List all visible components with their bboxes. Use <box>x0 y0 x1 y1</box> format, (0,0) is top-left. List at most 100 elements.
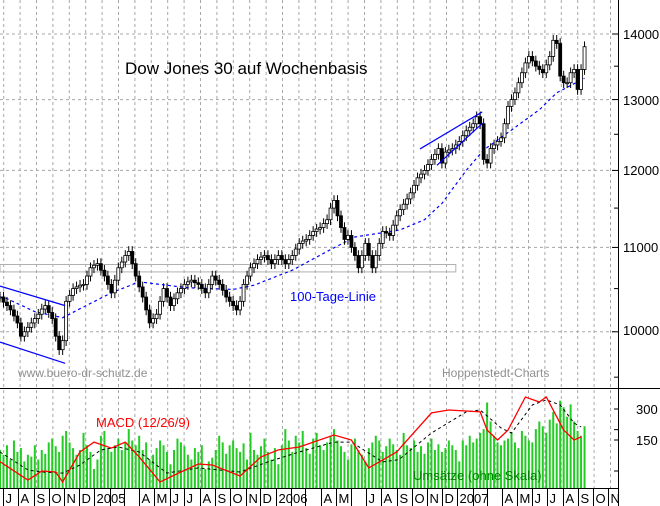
candle-up <box>405 198 409 205</box>
source-label: Hoppenstedt-Charts <box>442 366 549 380</box>
candle-up <box>151 318 156 324</box>
month-label: S <box>37 491 46 506</box>
candle-down <box>137 275 142 288</box>
candle-up <box>311 231 316 236</box>
candle-up <box>321 223 326 228</box>
month-label: A <box>566 491 575 506</box>
candle-up <box>161 288 166 302</box>
candle-up <box>290 255 295 260</box>
candle-up <box>252 263 256 269</box>
month-label: J <box>369 491 376 506</box>
macd-tick-label: 150 <box>636 433 658 448</box>
candle-up <box>346 235 350 240</box>
candle-up <box>492 144 496 149</box>
candle-up <box>579 69 583 90</box>
candle-up <box>25 326 30 333</box>
candle-up <box>186 281 190 285</box>
candle-up <box>433 153 437 160</box>
candle-up <box>495 141 500 146</box>
candle-up <box>474 116 479 125</box>
candle-up <box>241 283 246 302</box>
candle-up <box>544 64 549 74</box>
candle-down <box>349 235 354 248</box>
macd-label: MACD (12/26/9) <box>96 415 190 430</box>
candle-down <box>353 247 357 256</box>
candle-down <box>147 309 152 324</box>
month-label: N <box>430 491 439 506</box>
candle-down <box>46 305 51 313</box>
month-label: J <box>173 491 180 506</box>
candle-up <box>506 106 510 125</box>
candle-up <box>71 288 75 296</box>
candle-down <box>540 69 545 74</box>
candle-down <box>269 259 274 265</box>
candle-down <box>220 283 225 291</box>
candle-up <box>373 255 378 269</box>
candle-down <box>575 69 580 90</box>
month-label: A <box>21 491 30 506</box>
trend-lines <box>0 111 484 364</box>
candle-up <box>67 294 72 302</box>
gridlines <box>0 0 618 488</box>
candle-down <box>140 286 145 298</box>
month-label: J <box>550 491 557 506</box>
candle-up <box>412 184 416 194</box>
candle-down <box>165 288 169 298</box>
candle-up <box>172 298 176 307</box>
candle-up <box>179 288 183 294</box>
candle-up <box>259 256 263 260</box>
candle-down <box>356 255 361 269</box>
candle-up <box>304 239 309 242</box>
candle-down <box>8 305 13 311</box>
candle-up <box>551 39 556 57</box>
candle-up <box>74 286 79 289</box>
candle-up <box>39 308 44 315</box>
candle-up <box>436 148 441 155</box>
candle-up <box>328 207 333 221</box>
candle-up <box>95 263 100 266</box>
candle-up <box>85 275 89 285</box>
candle-down <box>558 43 563 77</box>
candle-down <box>15 315 20 324</box>
candle-up <box>43 305 48 310</box>
candle-up <box>380 231 385 244</box>
candle-up <box>582 46 587 70</box>
volume-bars <box>0 400 586 488</box>
candle-down <box>18 322 23 337</box>
macd-tick-label: 300 <box>636 402 658 417</box>
candle-up <box>64 300 69 342</box>
month-label: J <box>187 491 194 506</box>
candle-up <box>363 243 368 256</box>
ma-100-line <box>0 77 585 319</box>
candle-up <box>488 148 493 164</box>
candle-down <box>335 200 340 217</box>
candle-down <box>561 75 566 84</box>
candle-down <box>266 255 270 260</box>
month-label: S <box>400 491 409 506</box>
candle-up <box>332 200 336 209</box>
candle-down <box>99 263 103 271</box>
candle-up <box>359 255 364 269</box>
candle-down <box>102 269 107 277</box>
candle-down <box>57 335 62 351</box>
candle-up <box>123 255 128 263</box>
candle-up <box>568 72 573 84</box>
candle-up <box>182 283 187 289</box>
y-tick-label: 12000 <box>623 163 659 178</box>
month-label: O <box>233 491 243 506</box>
candle-up <box>189 279 194 283</box>
candle-up <box>391 224 396 236</box>
candle-down <box>342 227 347 240</box>
candle-down <box>339 215 343 228</box>
candle-down <box>366 243 371 256</box>
candle-up <box>175 292 180 300</box>
website-watermark: www.buero-dr-schutz.de <box>17 366 148 380</box>
candle-up <box>464 130 469 137</box>
candle-down <box>485 159 490 164</box>
candle-up <box>293 248 298 256</box>
support-zone <box>0 263 457 273</box>
candle-down <box>12 309 16 317</box>
macd-signal-line <box>0 399 582 474</box>
candle-up <box>158 300 162 315</box>
